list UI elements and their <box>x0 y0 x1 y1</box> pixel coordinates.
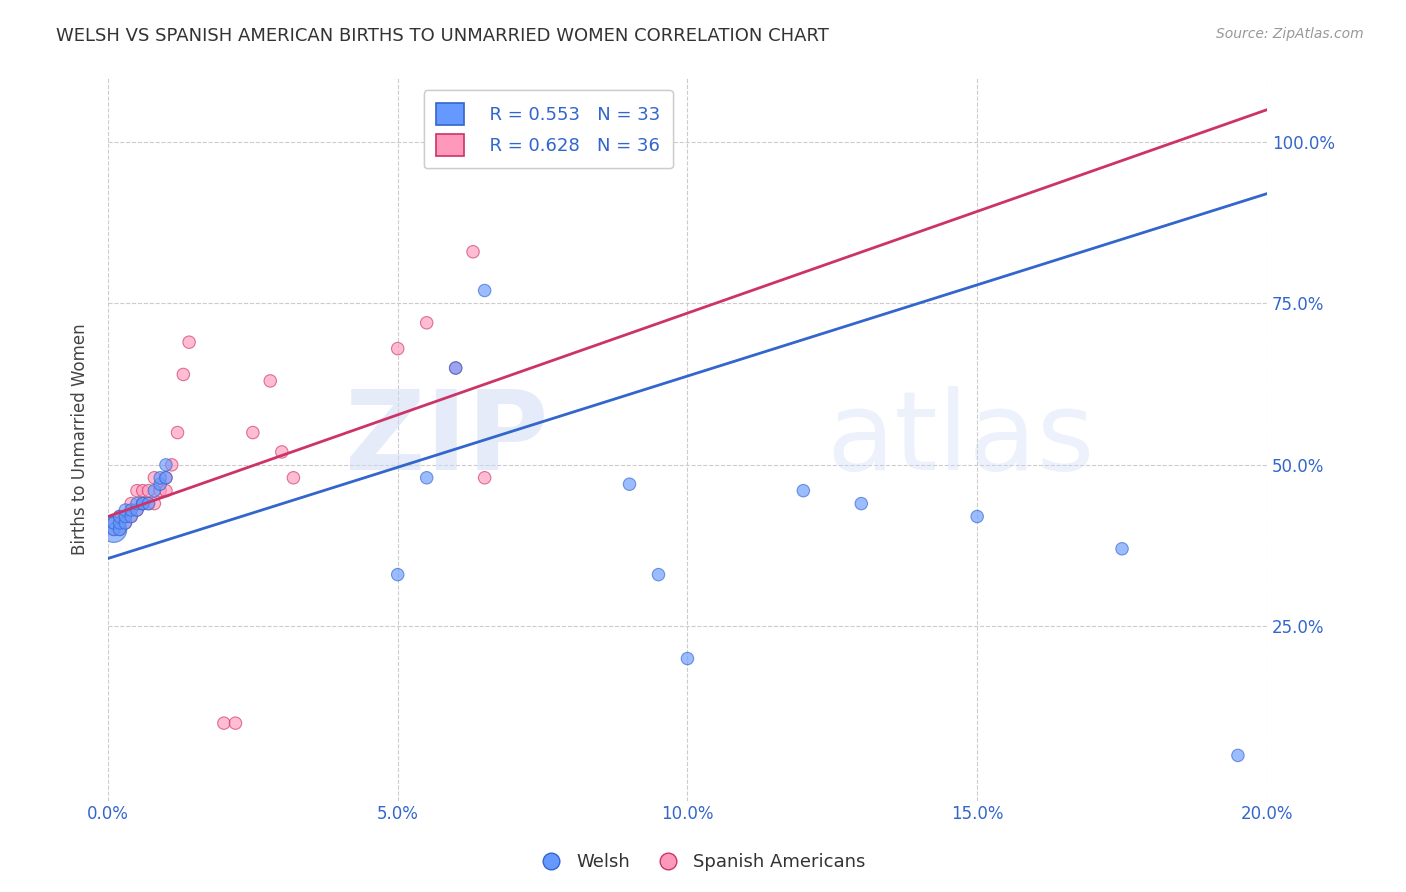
Point <box>132 497 155 511</box>
Point <box>461 244 484 259</box>
Point <box>155 471 177 485</box>
Point <box>125 497 148 511</box>
Point <box>125 503 148 517</box>
Text: ZIP: ZIP <box>344 385 548 492</box>
Point <box>132 497 155 511</box>
Point <box>125 483 148 498</box>
Point <box>160 458 183 472</box>
Point <box>149 483 172 498</box>
Point <box>143 483 166 498</box>
Point <box>792 483 814 498</box>
Point <box>474 471 496 485</box>
Point <box>155 458 177 472</box>
Point <box>138 483 160 498</box>
Point <box>103 516 125 530</box>
Legend:   R = 0.553   N = 33,   R = 0.628   N = 36: R = 0.553 N = 33, R = 0.628 N = 36 <box>423 90 673 169</box>
Point <box>561 135 583 149</box>
Point <box>502 135 524 149</box>
Point <box>132 483 155 498</box>
Point <box>114 516 136 530</box>
Point <box>647 567 669 582</box>
Point <box>851 497 873 511</box>
Point <box>172 368 194 382</box>
Text: Source: ZipAtlas.com: Source: ZipAtlas.com <box>1216 27 1364 41</box>
Point <box>114 516 136 530</box>
Point <box>138 497 160 511</box>
Point <box>120 509 142 524</box>
Point <box>114 509 136 524</box>
Legend: Welsh, Spanish Americans: Welsh, Spanish Americans <box>533 847 873 879</box>
Point <box>1111 541 1133 556</box>
Point <box>138 497 160 511</box>
Point <box>143 497 166 511</box>
Text: WELSH VS SPANISH AMERICAN BIRTHS TO UNMARRIED WOMEN CORRELATION CHART: WELSH VS SPANISH AMERICAN BIRTHS TO UNMA… <box>56 27 830 45</box>
Y-axis label: Births to Unmarried Women: Births to Unmarried Women <box>72 323 89 555</box>
Point <box>114 509 136 524</box>
Point <box>149 477 172 491</box>
Point <box>108 523 131 537</box>
Point <box>1226 748 1249 763</box>
Point <box>283 471 305 485</box>
Point <box>259 374 281 388</box>
Point <box>108 516 131 530</box>
Point <box>166 425 188 440</box>
Point <box>224 716 246 731</box>
Point <box>103 523 125 537</box>
Point <box>125 503 148 517</box>
Point <box>103 523 125 537</box>
Point <box>103 523 125 537</box>
Point <box>179 335 201 350</box>
Point <box>132 497 155 511</box>
Point <box>155 483 177 498</box>
Point <box>676 651 699 665</box>
Point <box>155 471 177 485</box>
Point <box>966 509 988 524</box>
Point <box>108 523 131 537</box>
Point <box>415 316 437 330</box>
Point <box>114 503 136 517</box>
Point <box>108 509 131 524</box>
Point <box>270 445 292 459</box>
Point <box>149 471 172 485</box>
Point <box>415 471 437 485</box>
Point <box>387 342 409 356</box>
Point <box>387 567 409 582</box>
Point <box>120 497 142 511</box>
Point <box>103 516 125 530</box>
Point <box>143 471 166 485</box>
Point <box>474 284 496 298</box>
Text: atlas: atlas <box>827 385 1095 492</box>
Point <box>444 361 467 376</box>
Point <box>444 361 467 376</box>
Point <box>120 509 142 524</box>
Point <box>619 477 641 491</box>
Point <box>212 716 235 731</box>
Point <box>242 425 264 440</box>
Point <box>108 509 131 524</box>
Point <box>120 503 142 517</box>
